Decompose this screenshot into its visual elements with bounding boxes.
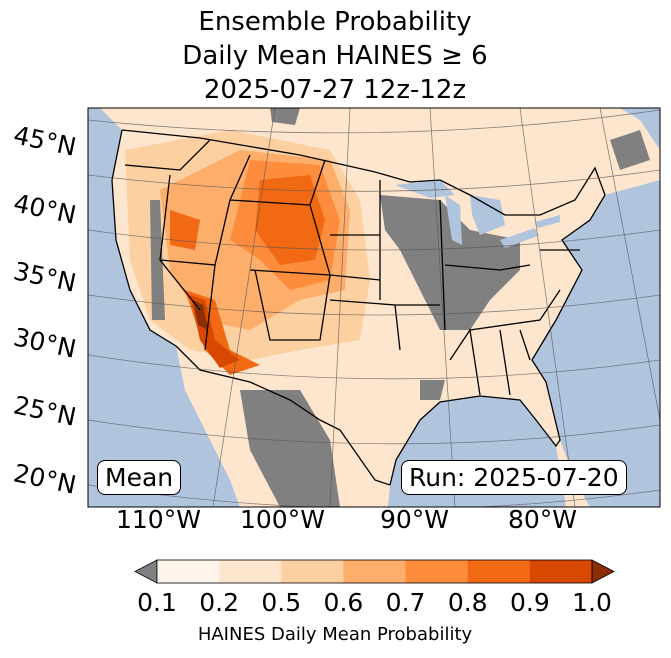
great-lakes (395, 180, 560, 248)
borders (111, 129, 606, 486)
lon-label-110w: 110°W (116, 505, 201, 534)
colorbar-over-arrow (591, 559, 615, 584)
lon-label-90w: 90°W (380, 505, 450, 534)
probability-field (125, 130, 370, 375)
colorbar-tick-label: 1.0 (572, 588, 612, 617)
lon-label-100w: 100°W (240, 505, 325, 534)
mean-label-box: Mean (97, 460, 182, 495)
colorbar-tick-label: 0.5 (261, 588, 302, 617)
colorbar-cell (281, 560, 344, 583)
colorbar-tick-label: 0.6 (323, 588, 364, 617)
colorbar-cell (343, 560, 407, 583)
lon-label-80w: 80°W (508, 505, 578, 534)
colorbar-cell (467, 560, 531, 583)
colorbar-tick-label: 0.1 (137, 588, 177, 617)
gridlines (88, 108, 660, 507)
colorbar-cell (219, 560, 282, 583)
colorbar-tick-label: 0.9 (509, 588, 550, 617)
colorbar-cell (157, 560, 220, 583)
colorbar-tick-label: 0.2 (199, 588, 240, 617)
colorbar-tick-label: 0.8 (447, 588, 488, 617)
colorbar-under-arrow (134, 559, 158, 584)
run-date-box: Run: 2025-07-20 (401, 460, 627, 495)
title-line-3: 2025-07-27 12z-12z (203, 75, 467, 105)
colorbar-tick-label: 0.7 (385, 588, 426, 617)
colorbar-cell (529, 560, 593, 583)
colorbar-label: HAINES Daily Mean Probability (197, 624, 473, 645)
title-line-1: Ensemble Probability (198, 7, 472, 37)
below-threshold-gray (150, 108, 650, 507)
title-line-2: Daily Mean HAINES ≥ 6 (182, 41, 488, 71)
colorbar-cell (405, 560, 469, 583)
